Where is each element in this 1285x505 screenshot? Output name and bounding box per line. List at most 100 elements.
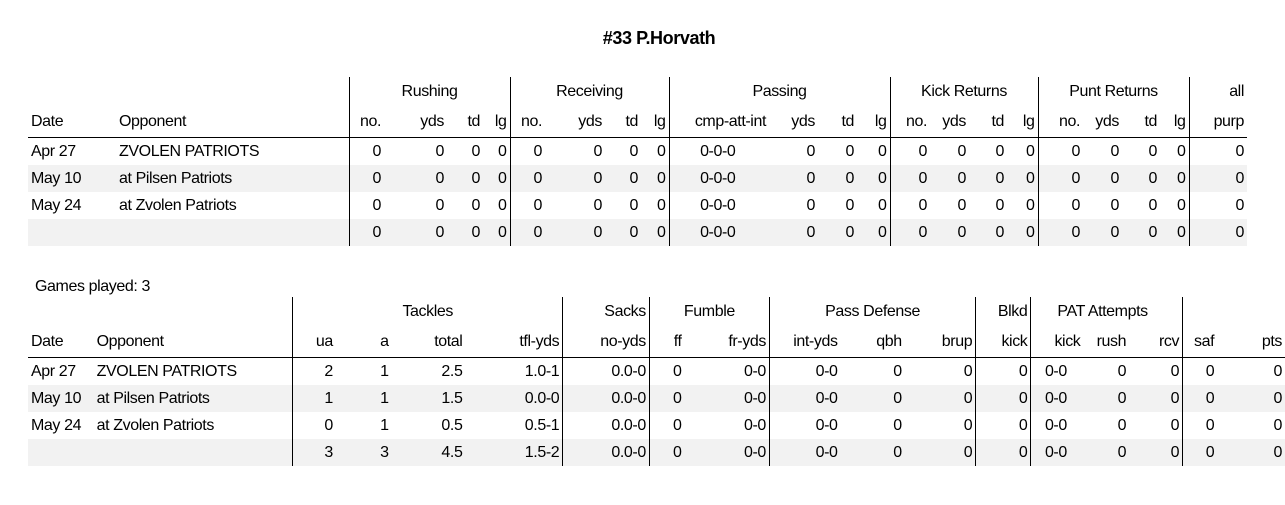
stat-cell: 0	[1188, 165, 1247, 192]
column-header: pts	[1226, 327, 1285, 358]
stat-cell: 0	[629, 143, 639, 160]
column-header: rcv	[1136, 327, 1183, 358]
games-played: Games played: 3	[35, 278, 150, 295]
total-cell: 0.0-0	[562, 439, 650, 466]
group-blkd: Blkd	[975, 297, 1031, 327]
table-row: May 24 at Zvolen Patriots 0 1 0.5 0.5-1 0.0-0 0…	[28, 412, 1285, 439]
totals-row: 3 3 4.5 1.5-2 0.0-0 0 0-0 0-0 0 0 0 0-0 0 0 0 0	[28, 439, 1285, 466]
stat-cell: 0	[593, 197, 603, 214]
table-row: May 24 at Zvolen Patriots 0 0 0 0 0 0 0 0 0-0-0 0 0 0…	[28, 192, 1247, 219]
group-tackles: Tackles	[292, 297, 563, 327]
stat-cell: 0	[498, 197, 507, 214]
group-kick-returns: Kick Returns	[889, 77, 1038, 107]
total-cell: 0	[1182, 439, 1227, 466]
column-header: yds	[1083, 107, 1127, 138]
stat-cell: 0-0	[1030, 385, 1084, 412]
date-cell: May 24	[31, 197, 82, 214]
stat-cell: 0	[1083, 165, 1127, 192]
stat-cell: 0-0-0	[668, 192, 769, 219]
column-header: kick	[975, 327, 1031, 358]
column-header: lg	[857, 107, 890, 138]
stat-cell: 1.0-1	[524, 363, 560, 380]
stat-cell: 0	[648, 412, 700, 439]
total-cell: 0	[452, 219, 483, 246]
total-cell: 0	[1083, 439, 1137, 466]
stat-cell: 0	[1148, 197, 1158, 214]
stat-cell: 0	[975, 357, 1031, 385]
opponent-cell: ZVOLEN PATRIOTS	[119, 143, 260, 160]
opponent-cell: at Pilsen Patriots	[93, 385, 293, 412]
stat-cell: 0	[648, 357, 700, 385]
column-header: no.	[889, 107, 930, 138]
total-cell: 0	[975, 439, 1031, 466]
stat-cell: 0	[1127, 165, 1160, 192]
total-cell: 0	[610, 219, 641, 246]
stat-cell: 1	[380, 417, 389, 434]
stat-cell: 0-0-0	[668, 165, 769, 192]
column-header: td	[1127, 107, 1160, 138]
stat-cell: 0	[483, 165, 510, 192]
stat-cell: 1.5	[402, 385, 475, 412]
defense-stats-table: Tackles Sacks Fumble Pass Defense Blkd P…	[28, 297, 1285, 466]
group-punt-returns: Punt Returns	[1037, 77, 1189, 107]
stat-cell: 0	[610, 165, 641, 192]
total-cell: 0	[1007, 219, 1038, 246]
table-row: May 10 at Pilsen Patriots 0 0 0 0 0 0 0 0 0-0-0 0 0 0…	[28, 165, 1247, 192]
total-cell: 0	[1037, 219, 1083, 246]
column-header: yds	[930, 107, 974, 138]
stat-cell: 0	[498, 143, 507, 160]
stat-cell: 0	[641, 165, 669, 192]
stat-cell: 0	[1273, 363, 1283, 380]
column-header: yds	[769, 107, 823, 138]
stat-cell: 0	[1136, 385, 1183, 412]
total-cell: 0	[857, 219, 890, 246]
stat-cell: 0	[1037, 137, 1083, 165]
total-cell: 0	[1136, 439, 1183, 466]
stat-cell: 0	[648, 385, 700, 412]
total-cell: 0	[483, 219, 510, 246]
stat-cell: 0	[857, 165, 890, 192]
total-cell: 0	[1188, 219, 1247, 246]
total-cell: 0	[641, 219, 669, 246]
stat-cell: 0	[1182, 385, 1227, 412]
stat-cell: 0	[915, 385, 976, 412]
total-cell: 0	[348, 219, 393, 246]
group-pat-attempts: PAT Attempts	[1030, 297, 1183, 327]
column-header: yds	[393, 107, 452, 138]
stat-cell: 0	[957, 143, 967, 160]
totals-row: 0 0 0 0 0 0 0 0 0-0-0 0 0 0 0 0 0 0 0 0 0 0 0	[28, 219, 1247, 246]
stat-cell: 0	[452, 165, 483, 192]
stat-cell: 0	[1117, 417, 1127, 434]
stat-cell: 0	[593, 143, 603, 160]
column-header: purp	[1188, 107, 1247, 138]
column-header: kick	[1030, 327, 1084, 358]
column-header: total	[402, 327, 475, 358]
total-cell: 4.5	[402, 439, 475, 466]
stat-cell: 0	[1170, 363, 1180, 380]
stat-cell: 0	[975, 412, 1031, 439]
stat-cell: 0	[657, 197, 666, 214]
stat-cell: 0	[1026, 197, 1035, 214]
stat-cell: 0	[845, 197, 855, 214]
stat-cell: 0	[509, 165, 554, 192]
stat-cell: 0.0-0	[474, 385, 563, 412]
column-header: Opponent	[116, 107, 349, 138]
stat-cell: 0	[1177, 197, 1186, 214]
total-cell: 0-0	[699, 439, 770, 466]
column-header: qbh	[853, 327, 916, 358]
stat-cell: 0	[1007, 165, 1038, 192]
defense-group-header: Tackles Sacks Fumble Pass Defense Blkd P…	[28, 297, 1285, 327]
stat-cell: 0-0-0	[668, 137, 769, 165]
table-row: Apr 27 ZVOLEN PATRIOTS 2 1 2.5 1.0-1 0.0-0 0 0-0…	[28, 357, 1285, 385]
stat-cell: 0	[1182, 412, 1227, 439]
stat-cell: 0	[1083, 385, 1137, 412]
stat-cell: 0	[657, 143, 666, 160]
group-passing: Passing	[668, 77, 890, 107]
stat-cell: 0.5	[441, 417, 463, 434]
column-header: fr-yds	[699, 327, 770, 358]
stat-cell: 0.0-0	[562, 385, 650, 412]
stat-cell: 0	[930, 165, 974, 192]
total-cell: 0	[509, 219, 554, 246]
total-cell	[116, 219, 349, 246]
stat-cell: 0	[348, 165, 393, 192]
